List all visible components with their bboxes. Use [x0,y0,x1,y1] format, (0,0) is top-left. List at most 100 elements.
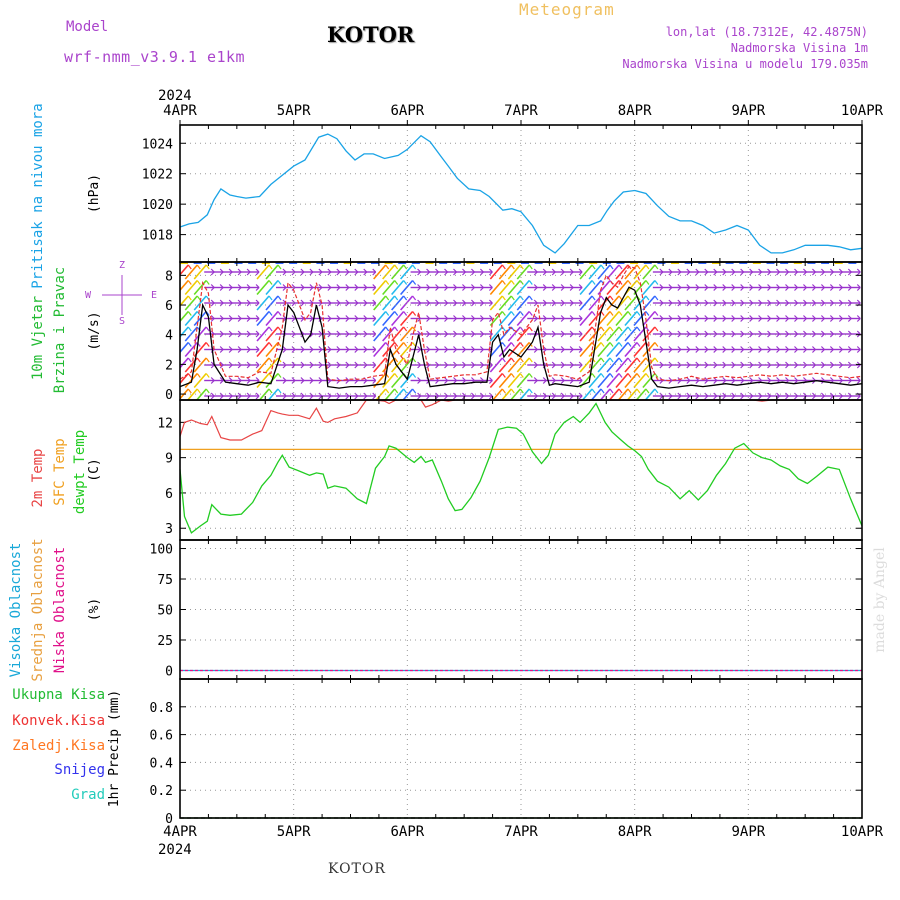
wind-barb [412,311,417,316]
wind-barb [196,373,201,378]
wind-barb [400,295,414,311]
precip-legend-4: Grad [71,787,105,803]
wind-barb [382,279,396,296]
wind-barb [488,284,493,288]
wind-barb [627,311,632,316]
wind-barb [400,264,414,280]
wind-barb [588,295,602,311]
wind-barb [633,264,647,280]
wind-barb [268,357,273,363]
wind-barb [618,373,623,378]
wind-barb [205,373,210,378]
wind-barb [510,295,515,301]
wind-barb [856,299,861,304]
wind-barb [627,280,632,285]
wind-barb [412,295,417,301]
top-year-label: 2024 [158,88,192,104]
bottom-time-tick-label: 5APR [277,824,311,840]
wind-barb [507,279,521,296]
wind-barb [501,311,506,316]
wind-barb [856,395,861,400]
wind-barb [385,280,390,285]
lonlat-text: lon,lat (18.7312E, 42.4875N) [665,25,868,39]
wind-barb [391,341,405,358]
wind-barb [400,357,414,373]
wind-barb [645,280,650,285]
cloud-unit-label: (%) [87,598,102,621]
wind-barb [606,372,620,389]
wind-barb [578,315,583,319]
wind-barb [265,357,279,373]
wind-barb [403,280,408,285]
panel-cloud: 0 25 50 75 100 (%) [87,540,862,679]
wind-barb [578,380,583,384]
wind-barb [488,318,493,322]
wind-barb [196,388,201,394]
y-tick-label: 12 [157,416,173,431]
wind-barb [277,357,282,363]
dewpoint-line [179,402,863,534]
wind-barb [400,372,414,389]
wind-barb [498,279,512,296]
wind-barb [205,280,210,285]
wind-barb [606,310,620,327]
wind-barb [394,280,399,285]
wind-barb [606,357,620,373]
wind-barb [382,372,396,389]
wind-barb [528,295,533,301]
wind-barb [394,295,399,301]
panel-precip: 0 0.2 0.4 0.6 0.8 1hr Precip (mm) [107,679,862,827]
wind-barb [180,341,189,354]
wind-barb [516,341,530,358]
wind-barb [624,372,638,389]
credit-watermark: made by Angel [872,547,888,653]
wind-barb [510,342,515,347]
wind-barb [488,364,493,369]
wind-barb [372,392,377,397]
wind-barb [391,310,405,327]
wind-barb [372,364,377,369]
wind-barb [617,388,629,400]
elevation-text: Nadmorska Visina 1m [730,41,868,55]
wind-barb [507,341,521,358]
wind-barb [372,395,377,400]
wind-barb [856,364,861,369]
wind-barb [519,373,524,378]
wind-barb [615,264,629,280]
wind-barb [578,330,583,335]
wind-barb [627,326,632,332]
y-tick-label: 1022 [142,168,173,183]
wind-barb [642,310,656,327]
wind-barb [626,388,638,400]
wind-barb [528,326,533,332]
wind-barb [382,357,396,373]
precip-legend-3: Snijeg [54,762,105,778]
wind-barb [642,264,656,280]
wind-barb [588,326,602,342]
wind-barb [578,299,583,304]
wind-barb [609,357,614,363]
wind-barb [498,341,512,358]
bottom-year-label: 2024 [158,842,192,858]
wind-barb [394,342,399,347]
wind-barb [403,264,408,270]
wind-barb [615,279,629,296]
wind-barb [600,357,605,363]
wind-barb [400,326,414,342]
wind-barb [255,395,260,400]
wind-barb [597,341,611,358]
wind-barb [180,279,189,292]
wind-barb [412,264,417,270]
wind-barb [489,295,503,311]
wind-barb [268,280,273,285]
wind-barb [615,372,629,389]
wind-barb [591,295,596,301]
wind-barb [184,310,198,327]
wind-barb [255,268,260,273]
wind-barb [516,372,530,389]
wind-barb [265,310,279,327]
wind-barb [600,311,605,316]
y-tick-label: 75 [157,573,173,588]
precip-legend-0: Ukupna Kisa [12,687,105,703]
wind-barb [372,377,377,381]
